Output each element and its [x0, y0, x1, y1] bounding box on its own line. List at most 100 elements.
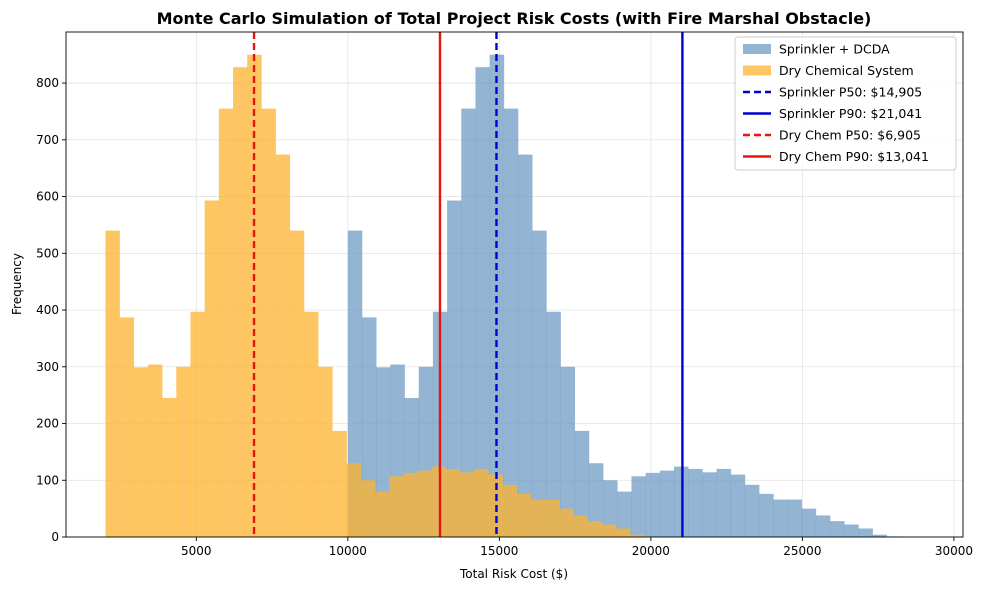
histogram-bar [445, 468, 461, 537]
histogram-bar [289, 230, 305, 537]
x-tick-label: 30000 [935, 544, 973, 558]
histogram-bar [630, 534, 645, 537]
ticks-layer: 5000 10000 15000 20000 25000 30000 0 100 200 300 4… [36, 76, 973, 558]
histogram-bar [459, 472, 475, 537]
legend: Sprinkler + DCDA Dry Chemical System Sprin… [734, 36, 957, 171]
histogram-bar [560, 366, 576, 537]
histogram-bar [204, 200, 220, 538]
legend-label: Dry Chem P90: $13,041 [779, 149, 929, 164]
histogram-bar [417, 470, 432, 537]
histogram-bar [347, 230, 363, 537]
histogram-bar [615, 528, 631, 537]
histogram-bar [530, 499, 546, 537]
legend-label: Sprinkler + DCDA [779, 42, 890, 57]
x-tick-label: 20000 [632, 544, 670, 558]
histogram-bar [830, 521, 845, 537]
plot-frame [65, 31, 964, 538]
x-tick-label: 5000 [181, 544, 212, 558]
histogram-bar [532, 230, 547, 537]
x-tick-label: 15000 [480, 544, 518, 558]
histogram-bar [147, 364, 163, 537]
histogram-bar [502, 484, 517, 537]
histogram-bar [702, 472, 717, 537]
histogram-bar [730, 474, 746, 537]
histogram-bar [489, 54, 505, 538]
histogram-bar [815, 515, 831, 537]
histogram-bar [574, 430, 590, 537]
histogram-bar [518, 154, 533, 537]
histogram-bar [858, 528, 873, 537]
histogram-bar [346, 463, 361, 537]
x-tick-label: 10000 [329, 544, 367, 558]
histogram-bar [787, 499, 802, 537]
histogram-bar [318, 366, 333, 537]
histogram-bar [389, 476, 404, 537]
histogram-bar [176, 366, 191, 537]
legend-swatch [743, 65, 771, 76]
histogram-bar [403, 472, 418, 537]
legend-label: Dry Chemical System [779, 63, 914, 78]
bars-layer [105, 54, 902, 538]
histogram-bar [546, 311, 561, 537]
histogram-bar [759, 493, 774, 537]
legend-swatch [743, 44, 771, 54]
histogram-bar [773, 499, 788, 537]
legend-label: Sprinkler P50: $14,905 [779, 85, 922, 100]
histogram-bar [716, 468, 732, 537]
histogram-bar [162, 397, 177, 537]
histogram-bar [516, 493, 532, 537]
histogram-bar [447, 200, 462, 538]
histogram-bar [105, 230, 120, 537]
histogram-bar [133, 367, 149, 537]
histogram-bar [275, 154, 291, 537]
histogram-bar [233, 67, 248, 537]
y-tick-label: 400 [36, 303, 59, 317]
histogram-bar [844, 524, 859, 537]
chart-title: Monte Carlo Simulation of Total Project … [157, 9, 872, 28]
legend-box [734, 36, 957, 171]
histogram-bar [588, 463, 604, 537]
histogram-bar [601, 524, 617, 537]
y-tick-label: 200 [36, 417, 59, 431]
histogram-bar [360, 480, 376, 537]
reference-lines-layer [252, 32, 684, 537]
histogram-bar [801, 508, 817, 537]
histogram-bar [190, 311, 205, 537]
histogram-bar [872, 534, 888, 537]
histogram-bar [631, 476, 646, 537]
y-tick-label: 800 [36, 76, 59, 90]
histogram-bar [332, 430, 347, 537]
histogram-bar [303, 311, 319, 537]
y-tick-label: 700 [36, 133, 59, 147]
histogram-bar [617, 491, 632, 537]
histogram-bar [545, 499, 560, 537]
y-tick-label: 0 [51, 530, 59, 544]
histogram-bar [559, 508, 574, 537]
histogram-bar [119, 317, 135, 537]
histogram-bar [573, 515, 588, 537]
x-tick-label: 25000 [783, 544, 821, 558]
histogram-bar [659, 470, 675, 537]
histogram-bar [587, 521, 603, 537]
histogram-bar [603, 480, 618, 537]
y-tick-label: 300 [36, 360, 59, 374]
x-axis-label: Total Risk Cost ($) [459, 567, 568, 581]
histogram-bar [247, 54, 262, 538]
histogram-bar [261, 108, 276, 537]
histogram-bar [475, 67, 490, 537]
legend-label: Sprinkler P90: $21,041 [779, 106, 922, 121]
histogram-bar [645, 472, 661, 537]
legend-label: Dry Chem P50: $6,905 [779, 128, 921, 143]
y-tick-label: 100 [36, 473, 59, 487]
histogram-bar [688, 468, 703, 537]
histogram-bar [461, 108, 476, 537]
series-dry-chem-bars [105, 54, 659, 538]
y-axis-label: Frequency [10, 253, 24, 315]
histogram-bar [374, 491, 390, 537]
y-tick-label: 500 [36, 246, 59, 260]
histogram-bar [503, 108, 519, 537]
y-tick-label: 600 [36, 190, 59, 204]
histogram-bar [218, 108, 234, 537]
histogram-bar [744, 484, 760, 537]
